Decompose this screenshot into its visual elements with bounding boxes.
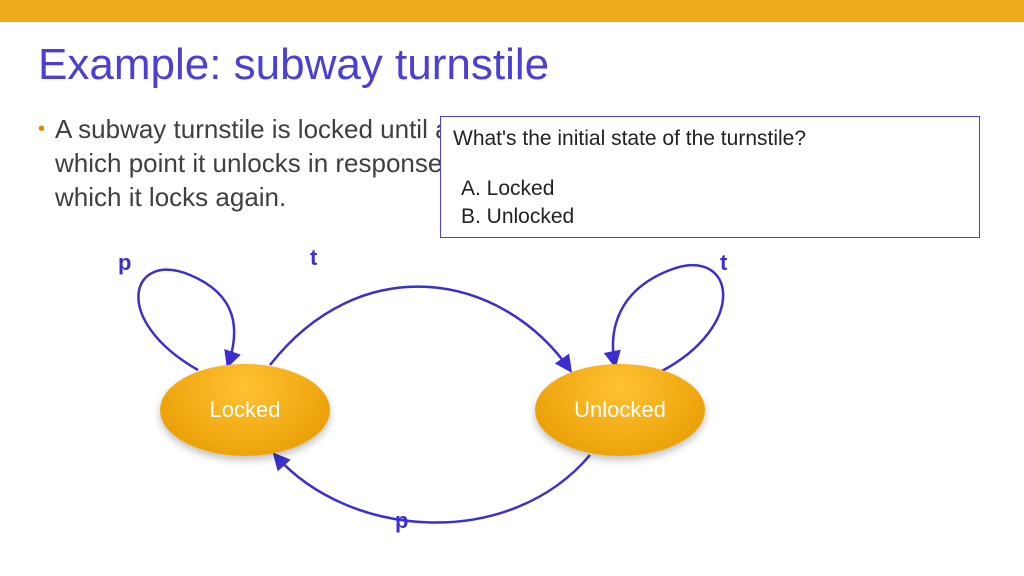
state-diagram: Locked Unlocked p t t p [0,230,1024,570]
edge-label-t-self-right: t [720,250,727,276]
edge-label-p-arc-bottom: p [395,508,408,534]
bullet-marker: • [38,112,45,146]
edge-p-bottom [275,455,590,523]
state-unlocked: Unlocked [535,364,705,456]
accent-bar [0,0,1024,22]
question-option-a: A. Locked [461,175,967,203]
edge-p-self [138,270,234,370]
question-prompt: What's the initial state of the turnstil… [453,125,967,153]
edge-label-t-arc-top: t [310,245,317,271]
question-options: A. Locked B. Unlocked [453,175,967,231]
question-option-b: B. Unlocked [461,203,967,231]
state-locked: Locked [160,364,330,456]
edge-t-self [613,265,723,372]
slide-title: Example: subway turnstile [0,22,1024,90]
edge-t-top [270,287,570,370]
question-box: What's the initial state of the turnstil… [440,116,980,238]
edge-label-p-self-left: p [118,250,131,276]
diagram-edges [0,230,1024,570]
